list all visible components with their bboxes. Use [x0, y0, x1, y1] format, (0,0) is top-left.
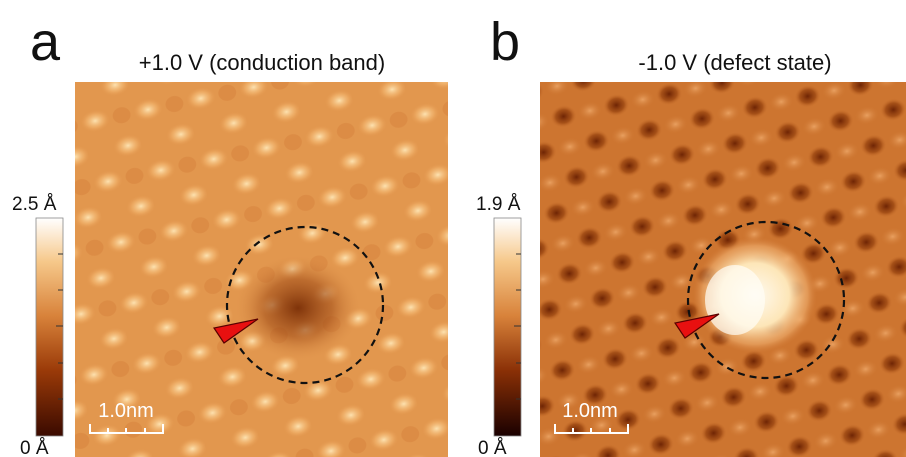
panel-a: a +1.0 V (conduction band) 1.0nm 2.5 Å 0… — [12, 12, 448, 457]
colorbar-max-label: 2.5 Å — [12, 194, 57, 215]
colorbar — [493, 217, 522, 437]
colorbar — [35, 217, 64, 437]
panel-letter: b — [490, 12, 520, 72]
defect-core — [705, 265, 765, 335]
colorbar-ticks — [56, 253, 63, 400]
defect-dark — [236, 256, 360, 360]
colorbar-min-label: 0 Å — [478, 438, 507, 457]
colorbar-ticks — [514, 253, 521, 400]
arrow-marker — [674, 313, 720, 339]
scale-bar-label: 1.0nm — [562, 400, 618, 422]
defect-circle — [686, 220, 846, 380]
defect-circle — [225, 225, 385, 385]
arrow-marker — [213, 318, 259, 344]
scale-bar — [554, 424, 629, 434]
panel-b: b -1.0 V (defect state) 1.0nm 1.9 Å 0 Å — [476, 12, 906, 457]
panel-title: -1.0 V (defect state) — [638, 50, 831, 75]
colorbar-max-label: 1.9 Å — [476, 194, 521, 215]
panel-title: +1.0 V (conduction band) — [139, 50, 385, 75]
scale-bar — [89, 424, 164, 434]
colorbar-min-label: 0 Å — [20, 438, 49, 457]
scale-bar-label: 1.0nm — [98, 400, 154, 422]
panel-letter: a — [30, 12, 61, 72]
